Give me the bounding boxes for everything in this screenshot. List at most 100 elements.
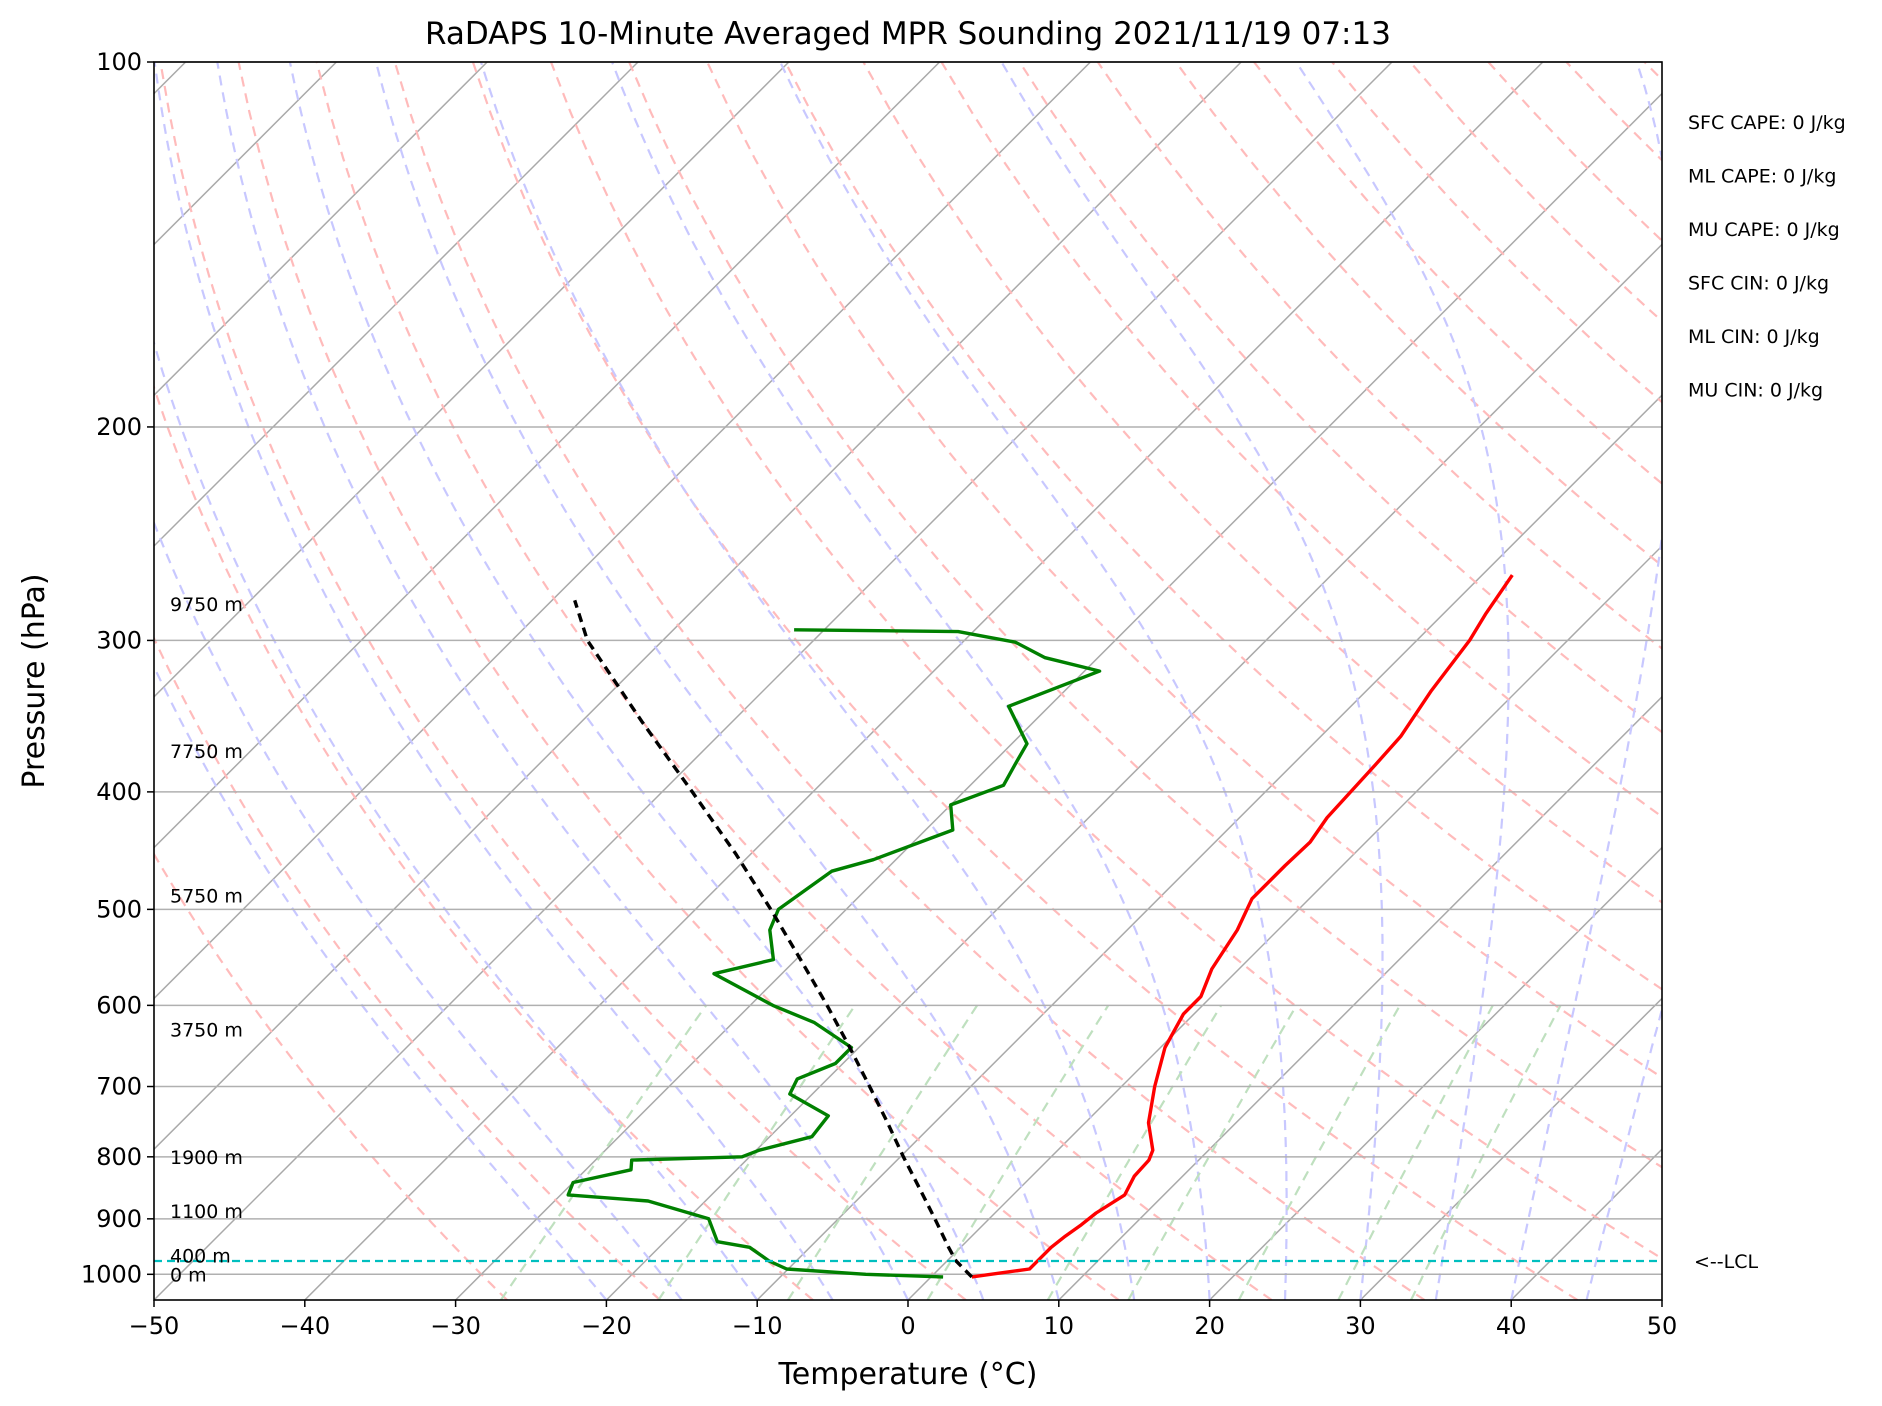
dry-adiabat-line [471,62,1579,1300]
isotherm-line [154,62,1091,1000]
moist-adiabat-line [288,62,985,1300]
y-tick-label: 100 [96,48,142,76]
isotherm-line [154,62,1242,1151]
moist-adiabat-line [216,62,909,1300]
isotherm-line [756,394,1662,1300]
isotherm-line [1813,62,1882,1300]
mixing-ratio-line [499,1004,707,1300]
height-label: 3750 m [170,1019,243,1041]
y-tick-label: 300 [96,626,142,654]
moist-adiabat-line [779,62,1288,1300]
height-label: 5750 m [170,886,243,908]
y-tick-label: 500 [96,895,142,923]
y-tick-label: 900 [96,1205,142,1233]
height-label: 9750 m [170,594,243,616]
dry-adiabat-line [237,62,1120,1300]
stat-text: ML CAPE: 0 J/kg [1688,166,1836,188]
x-axis-label: Temperature (°C) [778,1357,1038,1392]
height-label: 0 m [170,1264,207,1286]
x-tick-label: −40 [279,1312,330,1340]
x-tick-label: −30 [430,1312,481,1340]
stat-text: SFC CIN: 0 J/kg [1688,273,1829,295]
lcl-label: <--LCL [1694,1251,1758,1273]
height-label: 7750 m [170,741,243,763]
x-tick-label: 50 [1647,1312,1678,1340]
dry-adiabat-line [549,62,1662,1260]
stat-text: MU CIN: 0 J/kg [1688,380,1823,402]
isotherm-line [304,62,1544,1300]
x-tick-label: 40 [1496,1312,1527,1340]
stat-text: MU CAPE: 0 J/kg [1688,219,1840,241]
moist-adiabat-line [1295,62,1510,1300]
isotherm-line [154,62,488,397]
y-tick-label: 200 [96,413,142,441]
isotherm-line [1209,846,1662,1300]
y-tick-label: 600 [96,991,142,1019]
moist-adiabat-line [374,62,1060,1300]
dry-adiabat-line [393,62,1426,1300]
y-tick-label: 800 [96,1143,142,1171]
dry-adiabat-line [154,635,661,1300]
x-tick-label: −50 [129,1312,180,1340]
mixing-ratio-line [926,1004,1110,1300]
y-tick-label: 400 [96,778,142,806]
isotherm-line [1510,1148,1662,1300]
mixing-ratio-line [1410,1004,1562,1300]
moist-adiabat-line [154,664,608,1300]
dry-adiabat-line [1801,62,1882,1300]
moist-adiabat-line [154,519,683,1300]
dry-adiabat-line [1096,62,1662,650]
series-layer [154,574,1662,1279]
moist-adiabat-line [611,62,1211,1300]
isotherm-line [1359,997,1662,1300]
dry-adiabat-line [154,852,508,1300]
dry-adiabat-line [784,62,1662,991]
dry-adiabat-line [1565,62,1662,162]
dry-adiabat-line [1487,62,1662,243]
dry-adiabat-line [862,62,1662,904]
y-tick-label: 1000 [81,1260,142,1288]
x-axis: −50 −40 −30 −20 −10 0 10 20 30 40 50 [129,1300,1678,1340]
dry-adiabat-line [1175,62,1662,568]
background-lines [154,62,1882,1300]
parcel-line [573,599,974,1279]
isotherm-line [154,62,790,698]
isotherm-line [1058,695,1662,1300]
x-tick-label: 0 [900,1312,915,1340]
moist-adiabat-line [154,62,834,1300]
y-axis-label: Pressure (hPa) [17,573,52,788]
x-tick-label: −20 [581,1312,632,1340]
x-tick-label: 20 [1194,1312,1225,1340]
stat-text: ML CIN: 0 J/kg [1688,326,1820,348]
mixing-ratio-line [1337,1004,1494,1300]
isotherm-line [907,544,1662,1300]
x-tick-label: 10 [1044,1312,1075,1340]
dry-adiabat-line [1643,62,1662,82]
dry-adiabat-line [154,384,814,1300]
chart-title: RaDAPS 10-Minute Averaged MPR Sounding 2… [425,16,1391,52]
isotherm-line [154,62,639,548]
dry-adiabat-line [159,62,967,1300]
height-label: 400 m [170,1246,231,1268]
x-tick-label: 30 [1345,1312,1376,1340]
mixing-ratio-line [1237,1004,1401,1300]
mixing-ratio-line [657,1004,856,1300]
stat-text: SFC CAPE: 0 J/kg [1688,112,1846,134]
moist-adiabat-line [154,339,759,1300]
moist-adiabat-line [1510,62,1662,1300]
moist-adiabat-line [1585,1005,1662,1300]
dry-adiabat-line [1723,62,1882,1300]
moist-adiabat-line [479,62,1136,1300]
mixing-ratio-line [787,1004,979,1300]
dry-adiabat-line [1409,62,1662,323]
height-label: 1100 m [170,1201,243,1223]
isotherm-line [154,62,941,849]
isotherm-line [1661,1298,1662,1300]
isotherm-line [605,243,1662,1300]
moist-adiabat-line [1000,62,1384,1300]
height-labels: 9750 m 7750 m 5750 m 3750 m 1900 m 1100 m 400 … [170,594,243,1286]
height-label: 1900 m [170,1147,243,1169]
dry-adiabat-line [1253,62,1662,486]
dry-adiabat-line [706,62,1662,1079]
